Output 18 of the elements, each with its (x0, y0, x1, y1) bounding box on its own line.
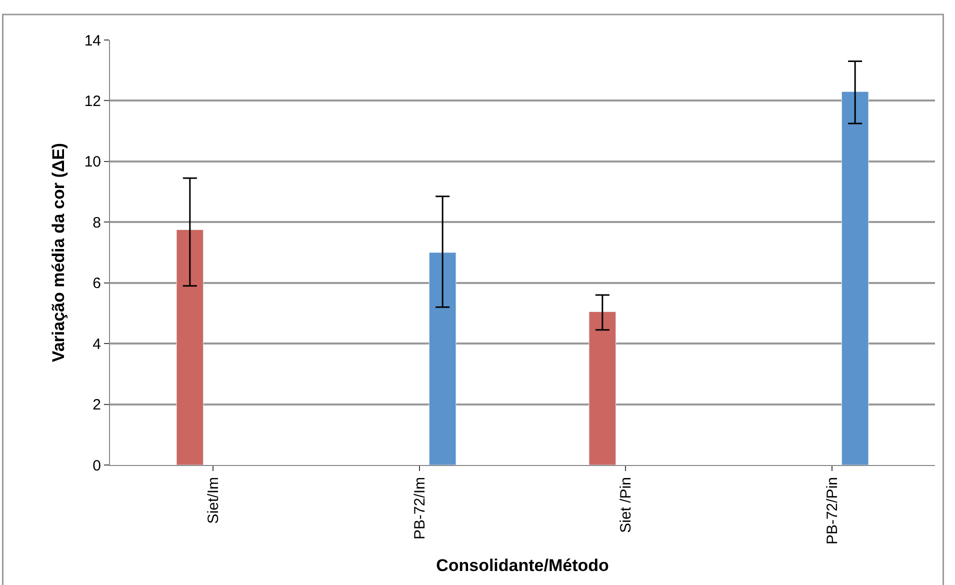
y-tick-label: 6 (92, 275, 101, 292)
bar (428, 252, 456, 465)
bar (176, 229, 204, 465)
y-tick-label: 14 (84, 32, 101, 50)
x-tick-label: Siet /Pin (618, 477, 635, 533)
bar (841, 91, 869, 465)
y-tick-label: 4 (92, 336, 101, 353)
x-tick-label: PB-72/Im (411, 477, 428, 540)
bar (588, 311, 616, 465)
x-axis-title: Consolidante/Método (436, 556, 609, 575)
y-tick-label: 10 (84, 154, 101, 171)
x-tick-label: Siet/Im (205, 477, 222, 524)
y-tick-label: 8 (92, 214, 101, 232)
x-tick-label: PB-72/Pin (824, 477, 841, 545)
y-tick-label: 12 (84, 92, 101, 110)
y-axis-title: Variação média da cor (ΔE) (48, 142, 68, 362)
y-tick-label: 2 (92, 396, 101, 414)
y-tick-label: 0 (92, 457, 101, 474)
